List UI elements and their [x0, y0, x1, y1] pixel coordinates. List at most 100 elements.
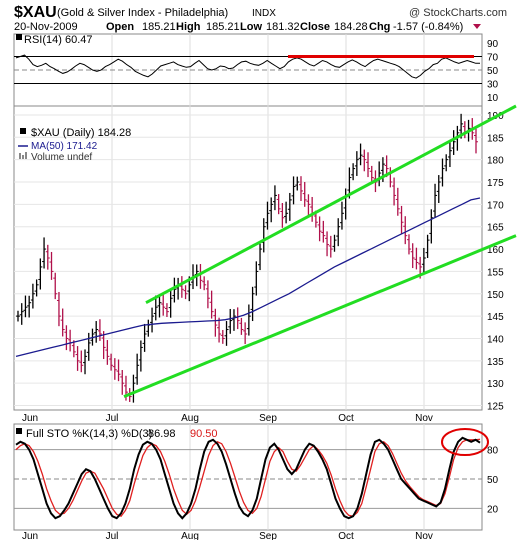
- low-value: 181.32: [266, 21, 300, 33]
- price-bar: [429, 209, 434, 244]
- price-bar: [19, 303, 24, 325]
- price-tick-label: 140: [487, 334, 504, 345]
- price-bar: [276, 194, 281, 215]
- price-bar: [138, 340, 143, 372]
- price-bar: [358, 143, 363, 166]
- price-bar: [172, 277, 177, 303]
- symbol-title: $XAU: [14, 4, 57, 21]
- channel-upper-line: [145, 104, 517, 305]
- price-bar: [109, 353, 114, 371]
- price-bar: [366, 152, 371, 178]
- chg-label: Chg: [369, 21, 390, 33]
- price-bar: [250, 286, 255, 322]
- price-bar: [395, 187, 400, 216]
- price-bar: [231, 309, 236, 331]
- price-bar: [414, 247, 419, 270]
- price-bar: [317, 216, 322, 242]
- price-bar: [272, 185, 277, 211]
- close-label: Close: [300, 21, 330, 33]
- price-bar: [153, 295, 158, 321]
- rsi-tick-label: 30: [487, 80, 499, 91]
- price-bar: [202, 276, 207, 291]
- price-bar: [161, 293, 166, 316]
- price-tick-label: 175: [487, 178, 504, 189]
- price-bar: [79, 350, 84, 373]
- price-bar: [23, 295, 28, 318]
- rsi-axis: 10 30 50 70 90: [487, 39, 499, 104]
- sto-tick-label: 20: [487, 504, 499, 515]
- quote-date: 20-Nov-2009: [14, 21, 78, 33]
- price-series: [15, 104, 517, 403]
- sto-legend-d: 90.50: [190, 428, 218, 440]
- price-bar: [354, 151, 359, 176]
- price-bar: [246, 304, 251, 336]
- price-bar: [451, 130, 456, 155]
- quote-line: 20-Nov-2009 Open 185.21 High 185.21 Low …: [14, 21, 481, 33]
- price-bar: [295, 176, 300, 191]
- price-bar: [425, 234, 430, 258]
- price-bar: [27, 295, 32, 318]
- price-bar: [258, 243, 263, 271]
- price-bar: [474, 128, 478, 154]
- price-bar: [97, 319, 102, 341]
- month-label: Aug: [181, 413, 199, 424]
- price-bar: [30, 283, 35, 309]
- price-tick-label: 180: [487, 156, 504, 167]
- price-bar: [150, 307, 155, 333]
- price-bar: [433, 183, 438, 218]
- price-bar: [406, 234, 411, 255]
- price-legend: $XAU (Daily) 184.28 MA(50) 171.42 Volume…: [18, 127, 131, 163]
- price-bar: [60, 308, 65, 337]
- sto-tick-label: 50: [487, 475, 499, 486]
- price-bar: [142, 323, 147, 352]
- down-arrow-icon: [473, 24, 481, 29]
- price-bar: [34, 279, 39, 297]
- price-bar: [287, 192, 292, 221]
- rsi-tick-label: 90: [487, 39, 499, 50]
- month-label: Oct: [338, 531, 354, 540]
- price-bar: [284, 201, 289, 224]
- price-bar: [120, 369, 125, 395]
- watermark: @ StockCharts.com: [409, 7, 507, 19]
- month-label: Sep: [259, 413, 277, 424]
- price-tick-label: 130: [487, 379, 504, 390]
- month-label: Jul: [106, 413, 119, 424]
- price-bar: [213, 308, 218, 337]
- rsi-tick-label: 50: [487, 66, 499, 77]
- price-tick-label: 145: [487, 312, 504, 323]
- price-bar: [410, 243, 415, 269]
- price-bar: [399, 205, 404, 234]
- price-bar: [302, 182, 307, 207]
- price-bar: [243, 322, 248, 345]
- price-legend-text: $XAU (Daily) 184.28: [31, 127, 131, 139]
- month-label: Jun: [22, 413, 38, 424]
- price-bar: [362, 149, 367, 172]
- month-label: Oct: [338, 413, 354, 424]
- price-bar: [403, 216, 408, 245]
- price-bar: [209, 290, 214, 319]
- price-bar: [440, 158, 445, 187]
- price-bar: [183, 285, 188, 300]
- month-label: Nov: [415, 413, 433, 424]
- price-bar: [306, 194, 311, 216]
- price-bar: [254, 261, 259, 296]
- rsi-tick-label: 70: [487, 53, 499, 64]
- price-tick-label: 125: [487, 402, 504, 413]
- price-bar: [94, 321, 99, 343]
- month-label: Jul: [106, 531, 119, 540]
- price-bar: [220, 329, 225, 344]
- price-bar: [321, 220, 326, 243]
- rsi-line: [15, 54, 480, 79]
- price-tick-label: 150: [487, 290, 504, 301]
- price-bar: [224, 321, 229, 346]
- price-bar: [157, 295, 162, 318]
- price-bar: [64, 325, 69, 351]
- annotation-circle: [441, 428, 489, 456]
- price-bar: [86, 332, 91, 361]
- price-bar: [168, 289, 173, 318]
- chg-value: -1.57 (-0.84%): [393, 21, 463, 33]
- sto-legend: Full STO %K(14,3) %D(3) 86.98 90.50: [16, 428, 218, 440]
- price-axis: 1251301351401451501551601651701751801851…: [487, 111, 504, 413]
- price-bar: [164, 303, 169, 318]
